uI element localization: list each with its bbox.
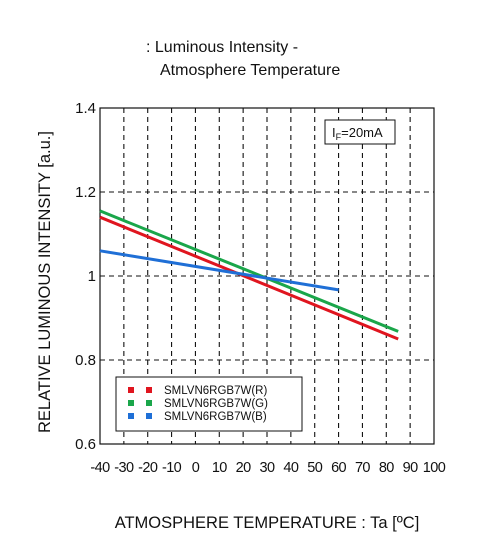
x-tick-label: 40 xyxy=(283,460,298,476)
legend-label: SMLVN6RGB7W(B) xyxy=(164,411,267,423)
condition-label: IF=20mA xyxy=(332,125,383,142)
y-tick-labels: 0.6 0.8 1 1.2 1.4 xyxy=(75,100,96,453)
series-lines xyxy=(99,209,399,341)
legend: SMLVN6RGB7W(R)SMLVN6RGB7W(G)SMLVN6RGB7W(… xyxy=(115,376,303,432)
chart-title: : Luminous Intensity - Atmosphere Tempera… xyxy=(146,39,340,79)
x-tick-label: 70 xyxy=(355,460,370,476)
x-tick-label: 60 xyxy=(331,460,346,476)
x-tick-label: 90 xyxy=(403,460,418,476)
x-tick-label: 20 xyxy=(236,460,251,476)
x-tick-label: -30 xyxy=(114,460,134,476)
legend-marker xyxy=(146,387,152,393)
legend-marker xyxy=(146,413,152,419)
x-tick-label: -20 xyxy=(138,460,158,476)
series-line-2 xyxy=(99,249,339,292)
x-tick-label: -10 xyxy=(162,460,182,476)
y-tick-label: 1 xyxy=(88,268,96,285)
plot-frame xyxy=(99,107,435,445)
legend-marker xyxy=(128,413,134,419)
y-tick-label: 1.4 xyxy=(75,100,96,117)
y-tick-label: 0.6 xyxy=(75,436,96,453)
x-tick-label: 10 xyxy=(212,460,227,476)
legend-label: SMLVN6RGB7W(G) xyxy=(164,398,268,410)
x-tick-label: -40 xyxy=(90,460,110,476)
series-line-0 xyxy=(99,215,399,341)
legend-marker xyxy=(128,387,134,393)
x-tick-label: 50 xyxy=(307,460,322,476)
series-line-1 xyxy=(99,209,399,333)
y-tick-label: 1.2 xyxy=(75,184,96,201)
y-tick-label: 0.8 xyxy=(75,352,96,369)
legend-marker xyxy=(146,400,152,406)
condition-box: IF=20mA xyxy=(324,119,396,145)
y-axis-label: RELATIVE LUMINOUS INTENSITY [a.u.] xyxy=(36,131,54,433)
x-tick-label: 0 xyxy=(192,460,200,476)
legend-marker xyxy=(128,400,134,406)
chart-title-line: : Luminous Intensity - xyxy=(146,39,298,56)
x-axis-label: ATMOSPHERE TEMPERATURE : Ta [ºC] xyxy=(115,514,420,532)
x-tick-label: 100 xyxy=(423,460,446,476)
legend-label: SMLVN6RGB7W(R) xyxy=(164,385,267,397)
chart-title-line: Atmosphere Temperature xyxy=(160,62,340,79)
x-tick-labels: -40 -30 -20 -10 0 10 20 30 40 50 60 70 80 90 100 xyxy=(90,460,446,476)
x-tick-label: 30 xyxy=(260,460,275,476)
x-tick-label: 80 xyxy=(379,460,394,476)
